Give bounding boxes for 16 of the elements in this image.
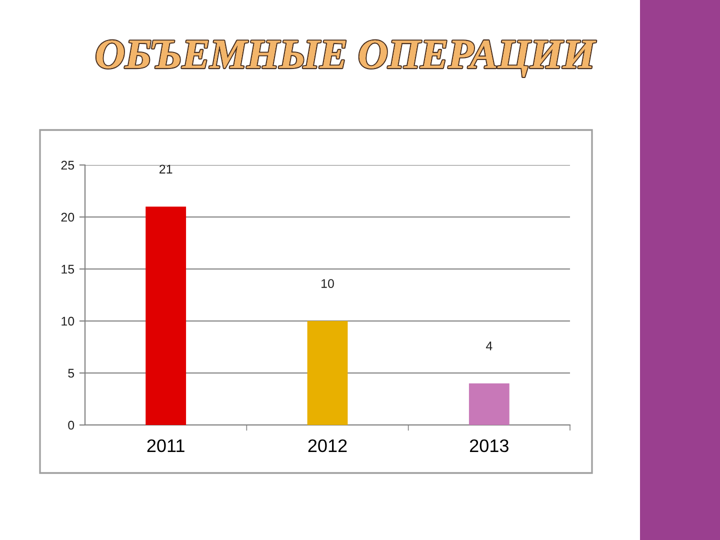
bar — [307, 321, 348, 425]
data-label: 4 — [486, 342, 492, 350]
y-tick-label: 10 — [62, 316, 74, 326]
bar — [146, 206, 186, 425]
y-tick-label: 15 — [62, 264, 74, 274]
bar — [468, 383, 510, 425]
y-tick-label: 0 — [68, 420, 74, 430]
data-label: 10 — [322, 279, 334, 288]
x-tick-label: 2012 — [308, 439, 347, 452]
x-tick-label: 2013 — [470, 439, 508, 452]
x-tick-label: 2011 — [147, 439, 184, 452]
chart-title: ОБЪЕМНЫЕ ОПЕРАЦИИ — [96, 40, 596, 77]
y-tick-label: 20 — [61, 212, 74, 222]
data-label: 21 — [160, 164, 172, 174]
y-tick-label: 5 — [68, 368, 74, 378]
y-tick-label: 25 — [61, 160, 74, 170]
